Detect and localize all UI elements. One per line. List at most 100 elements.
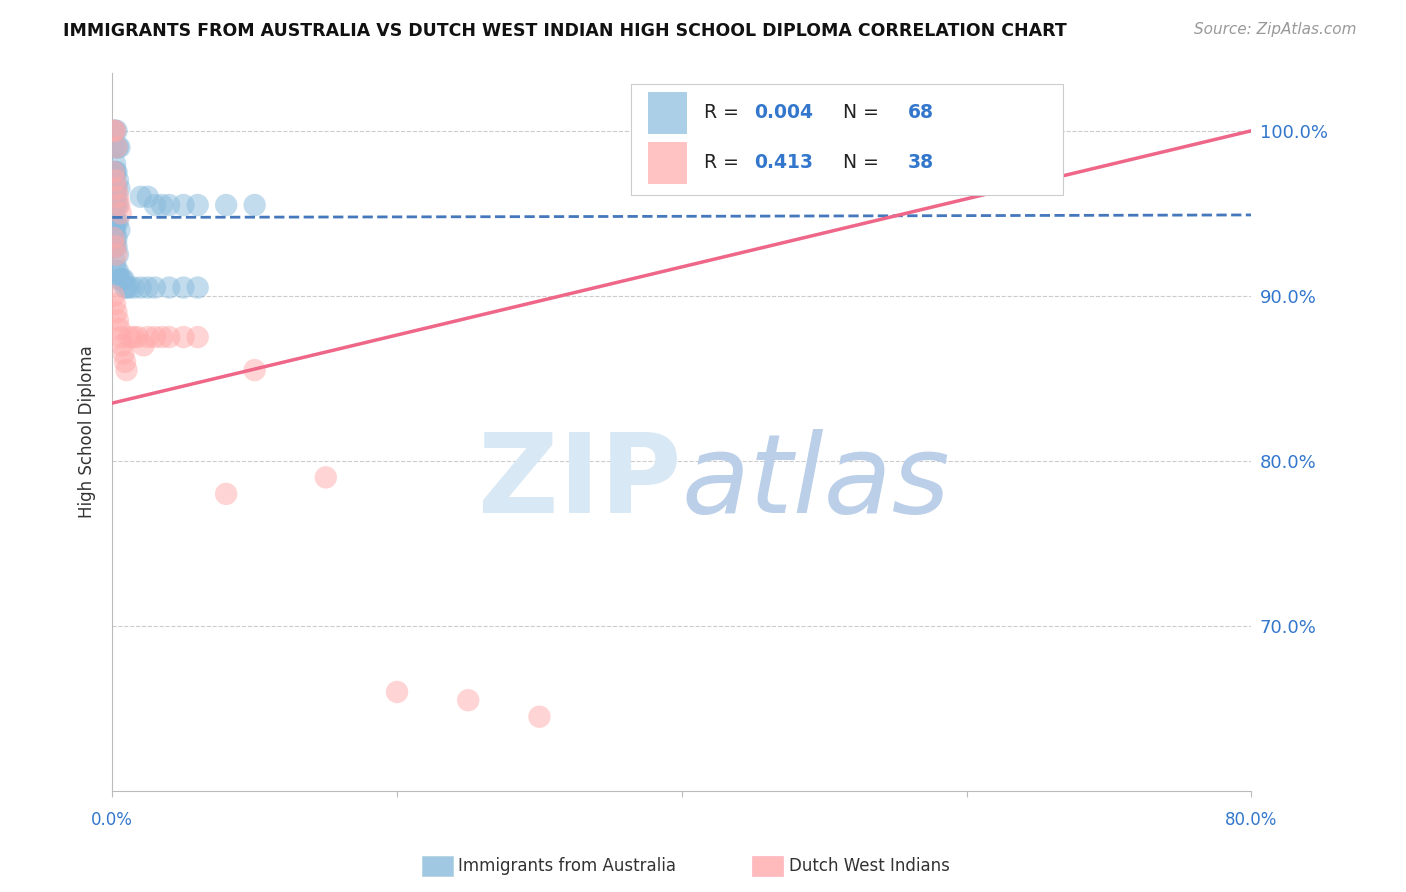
Point (111, 338, 134, 352)
Point (110, 206, 132, 220)
Text: 0.413: 0.413 (754, 153, 813, 172)
Point (108, 140, 131, 154)
Point (104, 223, 127, 237)
Point (105, 247, 128, 261)
Point (118, 330, 141, 344)
Point (115, 363, 138, 377)
Text: R =: R = (704, 103, 745, 122)
Point (103, 198, 125, 212)
Point (457, 693, 479, 707)
Point (385, 685, 408, 699)
Point (105, 214, 128, 228)
Point (315, 470, 337, 484)
Point (105, 305, 128, 319)
Y-axis label: High School Diploma: High School Diploma (79, 345, 96, 518)
Point (107, 198, 129, 212)
Point (103, 173, 125, 187)
Polygon shape (648, 92, 688, 134)
Point (103, 140, 125, 154)
Text: IMMIGRANTS FROM AUSTRALIA VS DUTCH WEST INDIAN HIGH SCHOOL DIPLOMA CORRELATION C: IMMIGRANTS FROM AUSTRALIA VS DUTCH WEST … (63, 22, 1067, 40)
Text: 38: 38 (908, 153, 934, 172)
Point (110, 330, 132, 344)
Text: 80.0%: 80.0% (1225, 811, 1278, 829)
Point (108, 223, 131, 237)
Point (104, 165, 127, 179)
Point (172, 198, 194, 212)
Point (107, 313, 129, 327)
Point (103, 124, 125, 138)
Point (108, 272, 131, 286)
Point (103, 206, 125, 220)
Point (157, 198, 180, 212)
Point (122, 280, 145, 294)
Point (108, 322, 131, 336)
Point (103, 124, 125, 138)
Point (103, 181, 125, 195)
Point (187, 198, 209, 212)
Point (150, 330, 173, 344)
Point (105, 231, 128, 245)
Point (150, 198, 173, 212)
Point (107, 173, 129, 187)
Text: Dutch West Indians: Dutch West Indians (789, 857, 949, 875)
Point (127, 330, 149, 344)
Text: R =: R = (704, 153, 751, 172)
Point (105, 239, 128, 253)
Text: N =: N = (842, 153, 884, 172)
Point (105, 181, 128, 195)
Point (104, 165, 127, 179)
Point (104, 239, 127, 253)
Point (104, 256, 127, 270)
Point (104, 124, 127, 138)
Point (104, 239, 127, 253)
Point (104, 157, 127, 171)
Text: 0.0%: 0.0% (91, 811, 134, 829)
Point (104, 190, 127, 204)
Point (105, 165, 128, 179)
Point (107, 264, 129, 278)
Point (104, 231, 127, 245)
Point (132, 338, 155, 352)
Point (103, 165, 125, 179)
Point (112, 346, 135, 360)
Point (129, 280, 152, 294)
Point (112, 272, 135, 286)
Point (108, 181, 131, 195)
Point (107, 190, 129, 204)
Text: atlas: atlas (682, 429, 950, 536)
Point (110, 272, 132, 286)
Point (243, 198, 266, 212)
Text: Immigrants from Australia: Immigrants from Australia (458, 857, 676, 875)
Point (129, 190, 152, 204)
Point (103, 223, 125, 237)
Point (136, 280, 159, 294)
Point (143, 198, 166, 212)
Point (104, 198, 127, 212)
Point (143, 280, 166, 294)
Point (105, 198, 128, 212)
Point (143, 330, 166, 344)
Point (105, 264, 128, 278)
Point (105, 190, 128, 204)
Point (104, 124, 127, 138)
Point (103, 239, 125, 253)
Point (107, 214, 129, 228)
Point (172, 280, 194, 294)
Point (187, 330, 209, 344)
Point (103, 181, 125, 195)
Text: 68: 68 (908, 103, 934, 122)
Point (157, 330, 180, 344)
Point (103, 231, 125, 245)
Point (104, 297, 127, 311)
Point (105, 124, 128, 138)
Point (215, 487, 238, 501)
Point (103, 223, 125, 237)
Text: N =: N = (842, 103, 884, 122)
Point (122, 330, 145, 344)
Point (104, 173, 127, 187)
Point (108, 198, 131, 212)
Point (103, 190, 125, 204)
Point (118, 280, 141, 294)
Point (157, 280, 180, 294)
Point (103, 214, 125, 228)
